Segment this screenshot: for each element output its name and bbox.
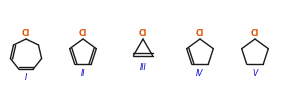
- Text: I: I: [25, 72, 27, 81]
- Text: Cl: Cl: [79, 28, 87, 37]
- Text: II: II: [81, 68, 85, 77]
- Text: Cl: Cl: [251, 28, 259, 37]
- Text: III: III: [139, 64, 146, 72]
- Text: Cl: Cl: [139, 28, 147, 37]
- Text: Cl: Cl: [22, 28, 30, 37]
- Text: Cl: Cl: [196, 28, 204, 37]
- Text: IV: IV: [196, 68, 204, 77]
- Text: V: V: [252, 68, 258, 77]
